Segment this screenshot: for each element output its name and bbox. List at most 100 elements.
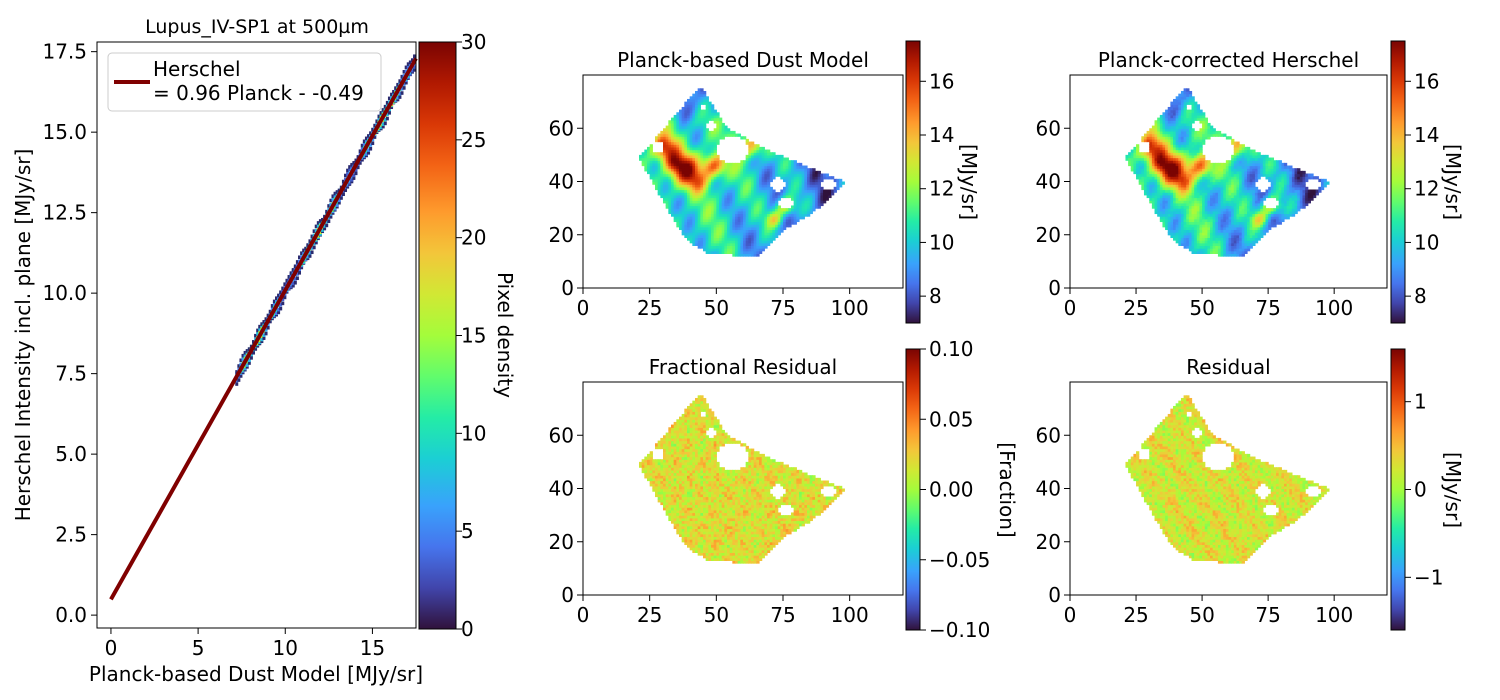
map-pixel [1289,194,1293,199]
map-pixel [679,122,683,127]
map-pixel [721,226,725,231]
map-pixel [1178,186,1182,191]
map-pixel [697,224,701,228]
map-pixel [1202,197,1206,201]
map-pixel [708,226,712,231]
map-pixel [681,146,685,151]
map-pixel [1215,168,1219,172]
map-pixel [735,200,739,204]
map-pixel [1159,194,1164,199]
map-pixel [1217,216,1222,220]
map-pixel [1246,176,1251,180]
map-pixel [1231,197,1235,201]
map-pixel [737,181,741,185]
map-pixel [724,197,728,201]
map-pixel [1305,178,1309,183]
map-pixel [673,128,677,132]
map-pixel [1244,168,1248,172]
map-pixel [791,221,795,225]
map-pixel [660,192,664,196]
map-pixel [1183,224,1187,228]
map-pixel [740,245,744,249]
map-pixel [1165,213,1169,217]
map-pixel [711,189,715,193]
map-pixel [1194,178,1198,183]
map-pixel [655,138,659,143]
map-pixel [692,205,696,209]
map-pixel [1305,202,1309,207]
map-pixel [689,194,693,199]
map-pixel [751,240,755,244]
map-pixel [1225,178,1230,183]
map-pixel [1162,170,1166,175]
density-cell [314,240,318,245]
map-pixel [748,178,752,183]
map-pixel [1291,192,1296,196]
map-pixel [689,184,693,188]
density-cell [245,349,249,353]
map-pixel [1130,165,1134,169]
map-pixel [756,221,760,225]
map-pixel [649,162,653,167]
map-pixel [679,152,683,156]
map-pixel [1186,210,1190,215]
map-pixel [1167,149,1171,153]
map-pixel [804,170,808,175]
map-pixel [1244,149,1248,153]
map-pixel [775,168,779,172]
map-pixel [663,186,667,191]
map-pixel [767,160,771,164]
map-pixel [745,173,749,177]
map-pixel [767,232,771,236]
map-pixel [756,224,760,228]
map-pixel [735,226,739,231]
map-pixel [1244,248,1248,252]
map-pixel [684,157,688,161]
map-pixel [724,221,728,225]
map-pixel [711,170,715,175]
map-pixel [719,176,723,180]
map-pixel [761,210,765,215]
density-cell [247,358,251,363]
map-pixel [652,154,656,159]
map-pixel [1162,165,1166,169]
map-pixel [804,189,808,193]
map-pixel [801,184,805,188]
map-pixel [785,224,789,228]
map-pixel [785,194,789,199]
map-pixel [1151,170,1156,175]
map-pixel [663,165,667,169]
map-pixel [1186,202,1190,207]
map-pixel [708,197,712,201]
map-pixel [1178,205,1182,209]
map-pixel [689,133,693,137]
density-cell [398,79,402,83]
map-pixel [1149,157,1153,161]
density-cell [350,162,354,167]
map-pixel [1196,229,1201,233]
map-pixel [748,176,752,180]
map-pixel [1199,218,1203,223]
map-pixel [1136,154,1140,159]
map-pixel [1294,194,1298,199]
map-pixel [1220,226,1224,231]
map-pixel [1223,181,1227,185]
map-pixel [671,146,675,151]
map-pixel [1307,197,1311,201]
x-tick-label: 100 [831,296,869,320]
map-pixel [788,181,792,185]
map-pixel [689,125,693,129]
map-pixel [1186,192,1190,196]
map-pixel [801,168,805,172]
map-pixel [700,221,704,225]
map-pixel [713,194,717,199]
map-pixel [711,112,715,116]
map-pixel [1241,189,1245,193]
map-pixel [745,240,749,244]
map-pixel [689,98,693,103]
map-pixel [700,133,704,137]
map-pixel [1223,178,1227,183]
map-pixel [681,165,685,169]
map-pixel [719,130,723,135]
map-pixel [1162,189,1166,193]
